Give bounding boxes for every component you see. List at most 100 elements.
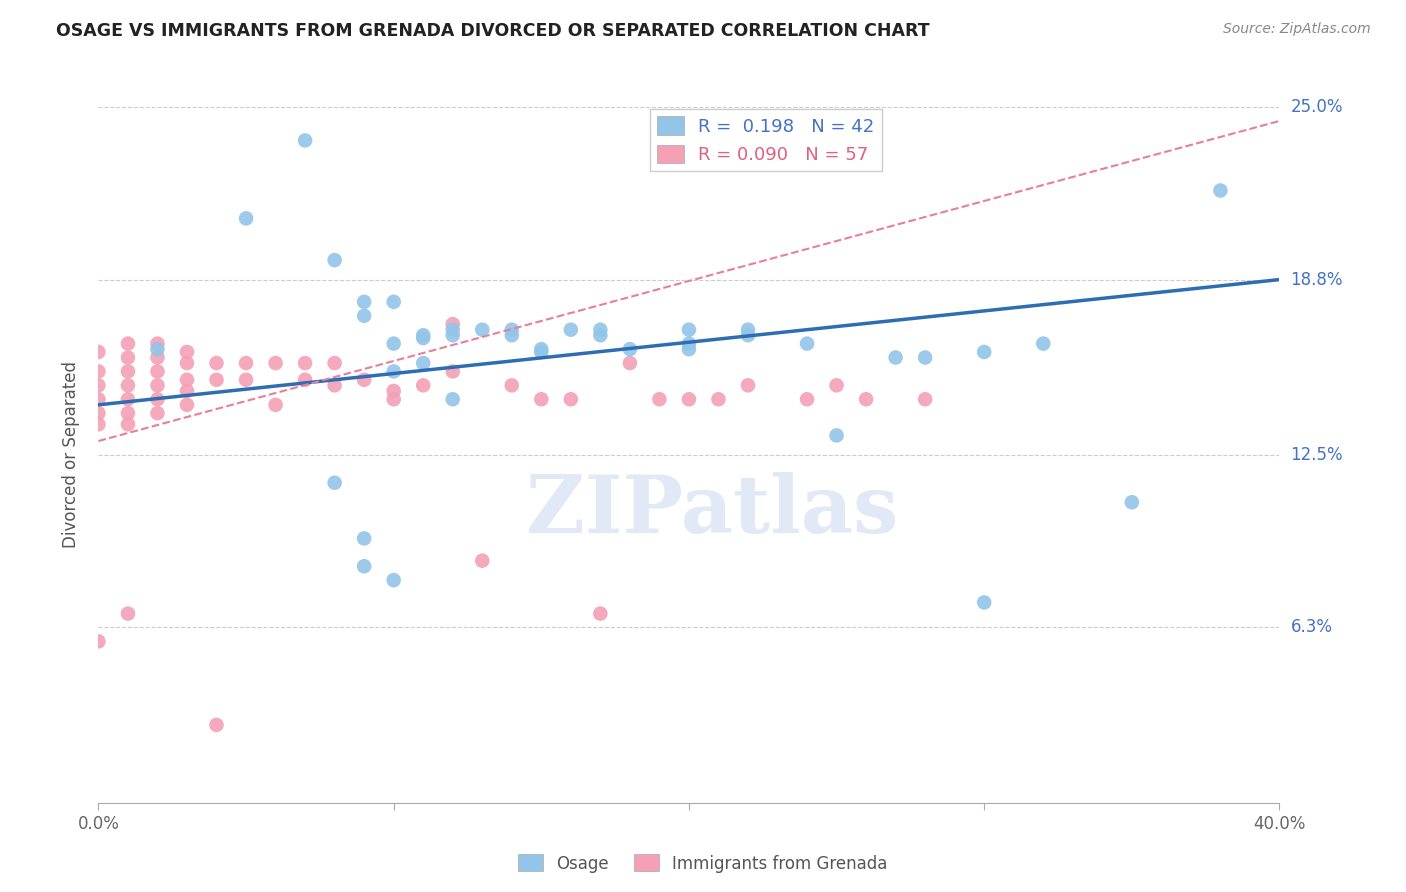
Point	[1121, 495, 1143, 509]
Point	[146, 342, 169, 356]
Text: Source: ZipAtlas.com: Source: ZipAtlas.com	[1223, 22, 1371, 37]
Point	[914, 351, 936, 365]
Point	[589, 323, 612, 337]
Point	[441, 317, 464, 331]
Point	[353, 373, 375, 387]
Point	[589, 328, 612, 343]
Text: 12.5%: 12.5%	[1291, 446, 1343, 464]
Point	[87, 634, 110, 648]
Point	[176, 373, 198, 387]
Point	[205, 356, 228, 370]
Point	[382, 336, 405, 351]
Point	[737, 323, 759, 337]
Point	[560, 323, 582, 337]
Point	[382, 392, 405, 407]
Point	[205, 718, 228, 732]
Point	[264, 398, 287, 412]
Point	[471, 323, 494, 337]
Point	[87, 378, 110, 392]
Point	[87, 392, 110, 407]
Point	[176, 384, 198, 398]
Point	[855, 392, 877, 407]
Point	[530, 342, 553, 356]
Point	[1209, 184, 1232, 198]
Point	[205, 373, 228, 387]
Point	[737, 378, 759, 392]
Point	[973, 595, 995, 609]
Point	[796, 392, 818, 407]
Point	[619, 342, 641, 356]
Point	[264, 356, 287, 370]
Point	[294, 356, 316, 370]
Text: ZIPatlas: ZIPatlas	[526, 472, 898, 549]
Point	[530, 345, 553, 359]
Point	[87, 364, 110, 378]
Point	[235, 356, 257, 370]
Point	[678, 342, 700, 356]
Point	[973, 345, 995, 359]
Point	[353, 559, 375, 574]
Point	[589, 607, 612, 621]
Point	[796, 336, 818, 351]
Point	[294, 373, 316, 387]
Point	[117, 351, 139, 365]
Point	[825, 428, 848, 442]
Point	[117, 607, 139, 621]
Point	[737, 328, 759, 343]
Point	[117, 336, 139, 351]
Point	[176, 398, 198, 412]
Point	[441, 364, 464, 378]
Point	[235, 211, 257, 226]
Point	[678, 336, 700, 351]
Point	[117, 392, 139, 407]
Point	[117, 417, 139, 432]
Point	[471, 554, 494, 568]
Point	[176, 356, 198, 370]
Point	[323, 378, 346, 392]
Point	[323, 253, 346, 268]
Point	[353, 532, 375, 546]
Point	[884, 351, 907, 365]
Point	[412, 356, 434, 370]
Point	[619, 356, 641, 370]
Point	[87, 417, 110, 432]
Point	[382, 573, 405, 587]
Point	[87, 345, 110, 359]
Point	[117, 378, 139, 392]
Point	[1032, 336, 1054, 351]
Point	[294, 133, 316, 147]
Text: 6.3%: 6.3%	[1291, 618, 1333, 637]
Point	[382, 364, 405, 378]
Point	[146, 406, 169, 420]
Point	[382, 294, 405, 309]
Point	[825, 378, 848, 392]
Point	[382, 384, 405, 398]
Point	[412, 328, 434, 343]
Point	[648, 392, 671, 407]
Point	[707, 392, 730, 407]
Point	[117, 406, 139, 420]
Point	[501, 378, 523, 392]
Point	[441, 392, 464, 407]
Point	[323, 475, 346, 490]
Point	[176, 345, 198, 359]
Point	[146, 364, 169, 378]
Point	[412, 331, 434, 345]
Text: OSAGE VS IMMIGRANTS FROM GRENADA DIVORCED OR SEPARATED CORRELATION CHART: OSAGE VS IMMIGRANTS FROM GRENADA DIVORCE…	[56, 22, 929, 40]
Point	[560, 392, 582, 407]
Y-axis label: Divorced or Separated: Divorced or Separated	[62, 361, 80, 549]
Point	[146, 392, 169, 407]
Text: 18.8%: 18.8%	[1291, 270, 1343, 289]
Point	[501, 328, 523, 343]
Point	[501, 323, 523, 337]
Point	[678, 323, 700, 337]
Point	[530, 392, 553, 407]
Point	[117, 364, 139, 378]
Point	[678, 392, 700, 407]
Point	[441, 328, 464, 343]
Point	[146, 378, 169, 392]
Text: 25.0%: 25.0%	[1291, 98, 1343, 116]
Point	[323, 356, 346, 370]
Point	[353, 294, 375, 309]
Legend: R =  0.198   N = 42, R = 0.090   N = 57: R = 0.198 N = 42, R = 0.090 N = 57	[650, 109, 882, 171]
